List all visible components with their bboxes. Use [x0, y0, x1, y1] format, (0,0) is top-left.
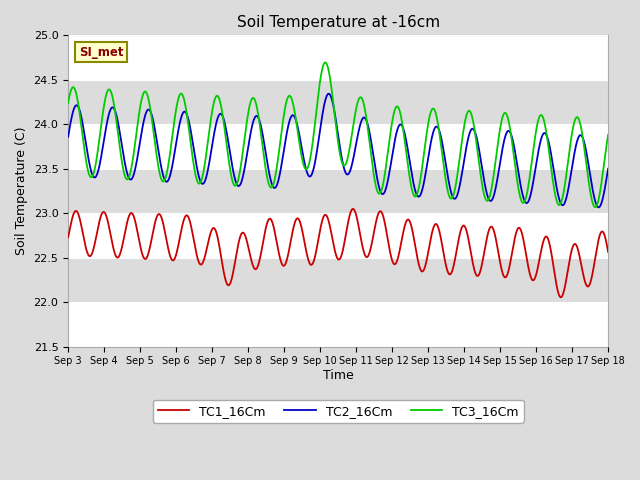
- Bar: [68, 258, 608, 302]
- TC2_16Cm: [595, 204, 602, 210]
- Legend: TC1_16Cm, TC2_16Cm, TC3_16Cm: TC1_16Cm, TC2_16Cm, TC3_16Cm: [153, 400, 524, 423]
- TC1_16Cm: [536, 256, 543, 262]
- TC1_16Cm: [557, 294, 564, 300]
- Bar: [68, 302, 608, 347]
- TC3_16Cm: [271, 174, 279, 180]
- Bar: [68, 169, 608, 213]
- Title: Soil Temperature at -16cm: Soil Temperature at -16cm: [237, 15, 440, 30]
- TC1_16Cm: [64, 234, 72, 240]
- TC3_16Cm: [64, 100, 72, 106]
- TC1_16Cm: [349, 206, 357, 212]
- TC2_16Cm: [604, 166, 612, 172]
- Text: SI_met: SI_met: [79, 46, 124, 59]
- Line: TC1_16Cm: TC1_16Cm: [68, 209, 608, 297]
- TC3_16Cm: [604, 132, 612, 138]
- TC3_16Cm: [594, 199, 602, 205]
- TC3_16Cm: [321, 60, 329, 65]
- Line: TC2_16Cm: TC2_16Cm: [68, 94, 608, 207]
- TC3_16Cm: [158, 177, 166, 183]
- TC3_16Cm: [591, 204, 599, 210]
- TC1_16Cm: [594, 240, 602, 246]
- X-axis label: Time: Time: [323, 369, 353, 382]
- TC2_16Cm: [295, 128, 303, 134]
- TC1_16Cm: [295, 216, 303, 222]
- Bar: [68, 36, 608, 80]
- Y-axis label: Soil Temperature (C): Soil Temperature (C): [15, 127, 28, 255]
- TC2_16Cm: [325, 91, 333, 96]
- TC2_16Cm: [271, 185, 279, 191]
- Bar: [68, 80, 608, 124]
- Bar: [68, 124, 608, 169]
- Line: TC3_16Cm: TC3_16Cm: [68, 62, 608, 207]
- TC2_16Cm: [594, 204, 602, 210]
- TC2_16Cm: [64, 134, 72, 140]
- TC1_16Cm: [126, 212, 134, 217]
- TC2_16Cm: [536, 143, 543, 148]
- TC1_16Cm: [271, 231, 279, 237]
- TC3_16Cm: [536, 114, 543, 120]
- TC1_16Cm: [158, 216, 166, 221]
- Bar: [68, 213, 608, 258]
- TC3_16Cm: [126, 172, 134, 178]
- TC1_16Cm: [604, 249, 612, 255]
- TC3_16Cm: [295, 135, 303, 141]
- TC2_16Cm: [126, 176, 134, 182]
- TC2_16Cm: [158, 167, 166, 173]
